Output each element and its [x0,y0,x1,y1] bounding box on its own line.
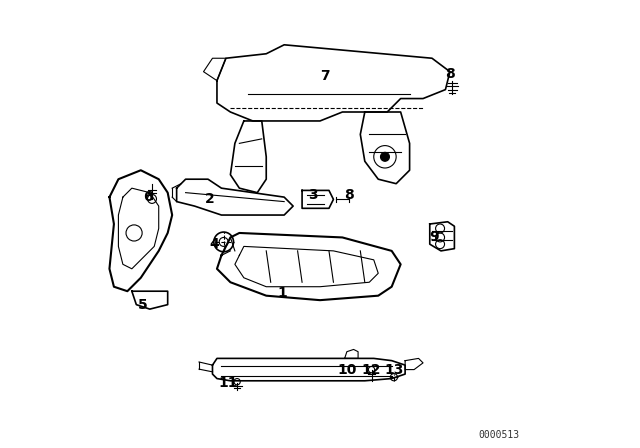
Circle shape [380,152,390,161]
Text: 11: 11 [218,376,238,390]
Text: 10: 10 [337,362,356,377]
Text: 13: 13 [384,362,404,377]
Text: 8: 8 [344,188,354,202]
Text: 6: 6 [143,190,152,204]
Text: 1: 1 [277,286,287,301]
Text: 2: 2 [205,192,215,207]
Text: 0000513: 0000513 [479,430,520,439]
Text: 7: 7 [319,69,330,83]
Text: 9: 9 [429,230,439,245]
Text: 5: 5 [138,297,148,312]
Text: 3: 3 [308,188,318,202]
Text: 4: 4 [210,237,220,251]
Text: 8: 8 [445,67,455,81]
Text: 12: 12 [362,362,381,377]
